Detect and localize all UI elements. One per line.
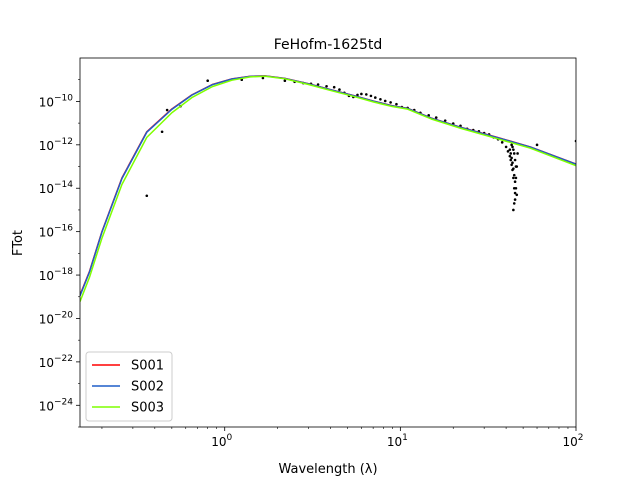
- legend-label: S002: [131, 380, 164, 395]
- observed-point: [389, 101, 392, 104]
- observed-point: [165, 108, 169, 112]
- y-tick-base: 10: [39, 269, 54, 283]
- observed-point: [332, 85, 336, 89]
- x-tick-exponent: 2: [578, 433, 584, 443]
- observed-point: [500, 141, 504, 144]
- y-axis-label: FTot: [11, 230, 26, 256]
- model-lines: [80, 75, 576, 302]
- observed-point: [206, 79, 209, 82]
- observed-point: [261, 76, 265, 80]
- observed-point: [514, 176, 518, 180]
- plot-frame: [79, 57, 577, 428]
- x-tick-exponent: 1: [402, 433, 408, 443]
- y-tick-label: 10−22: [39, 354, 73, 370]
- observed-point: [434, 116, 438, 119]
- observed-point: [513, 158, 517, 162]
- observed-point: [510, 163, 513, 167]
- observed-point: [509, 158, 513, 162]
- observed-point: [511, 161, 514, 165]
- observed-point: [508, 148, 512, 151]
- y-tick-exponent: −16: [54, 224, 73, 234]
- observed-point: [395, 102, 398, 106]
- observed-point: [513, 191, 517, 195]
- y-tick-base: 10: [39, 399, 54, 413]
- observed-point: [512, 167, 515, 170]
- observed-point: [160, 130, 164, 134]
- y-tick-label: 10−12: [39, 137, 73, 153]
- y-tick-label: 10−24: [39, 397, 74, 413]
- observed-point: [365, 93, 368, 96]
- observed-point: [512, 173, 516, 177]
- y-tick-base: 10: [39, 312, 54, 326]
- observed-point: [512, 208, 515, 212]
- observed-point: [506, 150, 510, 153]
- y-tick-label: 10−14: [39, 180, 74, 196]
- y-tick-exponent: −14: [54, 180, 73, 190]
- chart-title: FeHofm-1625td: [274, 37, 383, 53]
- x-axis-label: Wavelength (λ): [278, 462, 377, 477]
- legend-label: S001: [131, 359, 164, 374]
- observed-point: [535, 143, 539, 147]
- y-tick-label: 10−16: [39, 224, 74, 240]
- y-tick-base: 10: [39, 356, 54, 370]
- observed-point: [443, 119, 447, 122]
- observed-point: [369, 94, 373, 98]
- observed-point: [514, 186, 518, 190]
- y-tick-exponent: −20: [54, 310, 73, 320]
- x-tick-base: 10: [562, 435, 577, 449]
- observed-point: [510, 156, 513, 160]
- y-tick-exponent: −12: [54, 137, 73, 147]
- observed-point: [360, 92, 363, 96]
- y-tick-base: 10: [39, 182, 54, 196]
- observed-point: [504, 145, 508, 149]
- y-tick-label: 10−10: [39, 93, 74, 109]
- y-tick-label: 10−20: [39, 310, 74, 326]
- observed-point: [283, 79, 287, 82]
- observed-point: [514, 165, 518, 168]
- observed-point: [145, 194, 149, 198]
- observed-point: [338, 88, 341, 91]
- observed-point: [512, 176, 515, 180]
- y-tick-exponent: −10: [54, 93, 73, 103]
- legend: S001 S002 S003: [85, 351, 173, 422]
- observed-point: [515, 193, 519, 197]
- legend-label: S003: [131, 401, 164, 416]
- y-tick-exponent: −24: [54, 397, 73, 407]
- x-tick-base: 10: [211, 435, 226, 449]
- observed-point: [427, 113, 431, 117]
- observed-point: [356, 93, 359, 97]
- observed-point: [511, 145, 514, 149]
- observed-point: [512, 202, 516, 205]
- x-tick-exponent: 0: [226, 433, 232, 443]
- observed-point: [513, 180, 517, 183]
- x-tick-label: 100: [211, 433, 232, 449]
- y-tick-label: 10−18: [39, 267, 74, 283]
- observed-point: [512, 152, 516, 155]
- legend-box: [85, 351, 173, 422]
- y-tick-exponent: −22: [54, 354, 73, 364]
- observed-point: [325, 84, 328, 88]
- x-tick-base: 10: [387, 435, 402, 449]
- observed-point: [510, 143, 513, 147]
- observed-point: [512, 148, 515, 151]
- y-tick-exponent: −18: [54, 267, 73, 277]
- y-tick-base: 10: [39, 139, 54, 153]
- series-line-s003: [80, 75, 576, 302]
- observed-point: [383, 99, 387, 103]
- observed-point: [374, 96, 377, 99]
- x-tick-label: 102: [562, 433, 583, 449]
- observed-point: [509, 152, 513, 155]
- y-tick-base: 10: [39, 95, 54, 109]
- axis-ticks: 100 101 10210−1010−1210−1410−1610−1810−201…: [39, 79, 584, 449]
- observed-point: [508, 154, 512, 158]
- x-tick-label: 101: [387, 433, 408, 449]
- observed-point: [379, 98, 382, 101]
- y-tick-base: 10: [39, 226, 54, 240]
- observed-point: [316, 83, 320, 86]
- observed-point: [513, 198, 517, 201]
- observed-point: [516, 152, 519, 155]
